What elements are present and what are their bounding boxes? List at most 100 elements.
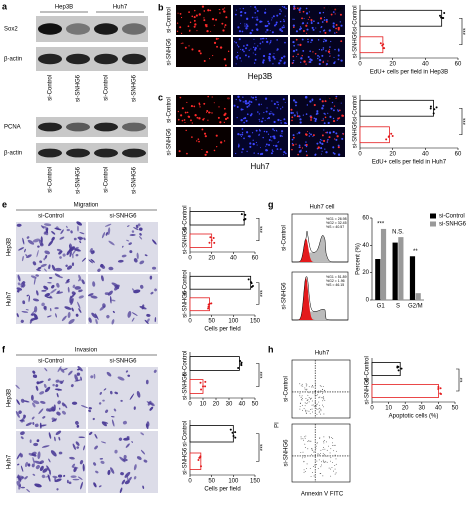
cell (37, 245, 40, 248)
legend-label: si-SNHG6 (439, 222, 467, 228)
row-label: si-Control (284, 376, 290, 402)
cell (75, 313, 79, 317)
nucleus (224, 64, 227, 67)
row-label: si-Control (167, 97, 173, 123)
cell (71, 262, 75, 267)
data-dot (439, 387, 442, 390)
nucleus (332, 11, 335, 13)
nucleus (322, 49, 325, 51)
nucleus (248, 55, 250, 58)
cell (67, 311, 71, 319)
nucleus (216, 45, 218, 48)
nucleus (265, 8, 267, 10)
x-tick-label: 30 (226, 402, 233, 408)
cell (40, 236, 43, 244)
cell (36, 381, 40, 385)
cell (52, 475, 58, 479)
data-dot (204, 385, 207, 388)
cell (74, 286, 81, 290)
x-tick-label: 0 (370, 406, 374, 412)
event-dot (306, 410, 308, 412)
nucleus (327, 138, 329, 141)
nucleus (334, 32, 336, 34)
event-dot (304, 443, 306, 445)
histogram-outline (292, 230, 348, 263)
nucleus (261, 41, 264, 43)
nucleus (310, 58, 313, 62)
nucleus (307, 41, 309, 43)
nucleus (293, 26, 295, 29)
nucleus (241, 48, 244, 51)
nucleus (310, 41, 312, 43)
cell (16, 452, 21, 460)
significance-bracket (256, 282, 260, 305)
event-dot (307, 448, 309, 450)
nucleus (252, 139, 254, 141)
cell (97, 268, 101, 272)
nucleus (248, 49, 250, 51)
blot-band (94, 148, 118, 158)
nucleus (254, 43, 256, 45)
nucleus (281, 135, 284, 137)
axis-label: Annexin V FITC (301, 492, 344, 498)
nucleus (323, 16, 326, 18)
nucleus (279, 108, 282, 110)
nucleus (334, 13, 336, 15)
nucleus (330, 13, 333, 16)
cell-line-header: Hep3B (55, 5, 73, 11)
nucleus (337, 153, 341, 156)
data-dot (391, 134, 394, 137)
nucleus (280, 119, 282, 122)
nucleus (237, 26, 240, 29)
nucleus (253, 62, 256, 64)
cell (28, 295, 30, 303)
nucleus (264, 24, 267, 28)
cell (144, 254, 148, 257)
cell (24, 476, 28, 480)
cell (26, 488, 31, 493)
event-dot (303, 436, 305, 438)
cell (27, 463, 31, 467)
nucleus (316, 142, 319, 145)
nucleus (241, 131, 244, 134)
x-tick-label: 40 (435, 406, 442, 412)
nucleus (246, 25, 249, 28)
nucleus (312, 135, 314, 137)
cell (94, 445, 98, 450)
nucleus (243, 50, 245, 53)
cell (55, 430, 62, 436)
cell (145, 379, 149, 385)
event-dot (301, 399, 303, 401)
event-dot (316, 408, 318, 410)
cell (100, 263, 104, 268)
nucleus (319, 31, 321, 33)
nucleus (235, 9, 237, 11)
cell (78, 279, 80, 282)
cell (105, 409, 109, 413)
legend-swatch (430, 221, 436, 227)
event-dot (326, 461, 328, 463)
event-dot (299, 406, 301, 408)
cell (19, 419, 25, 422)
nucleus (314, 52, 317, 55)
nucleus (196, 116, 199, 119)
nucleus (329, 115, 332, 118)
nucleus (242, 108, 244, 111)
nucleus (337, 48, 340, 51)
event-dot (300, 396, 302, 398)
histogram-s-phase (292, 309, 348, 320)
event-dot (315, 395, 317, 396)
cell (57, 474, 63, 478)
cell (60, 229, 64, 235)
nucleus (297, 153, 299, 156)
nucleus (266, 107, 268, 109)
event-dot (315, 448, 317, 450)
nucleus (333, 56, 335, 58)
cell (107, 227, 111, 236)
nucleus (198, 13, 201, 16)
nucleus (341, 137, 344, 140)
nucleus (240, 14, 243, 17)
data-dot (237, 366, 240, 369)
cell (99, 458, 104, 460)
nucleus (313, 103, 316, 107)
